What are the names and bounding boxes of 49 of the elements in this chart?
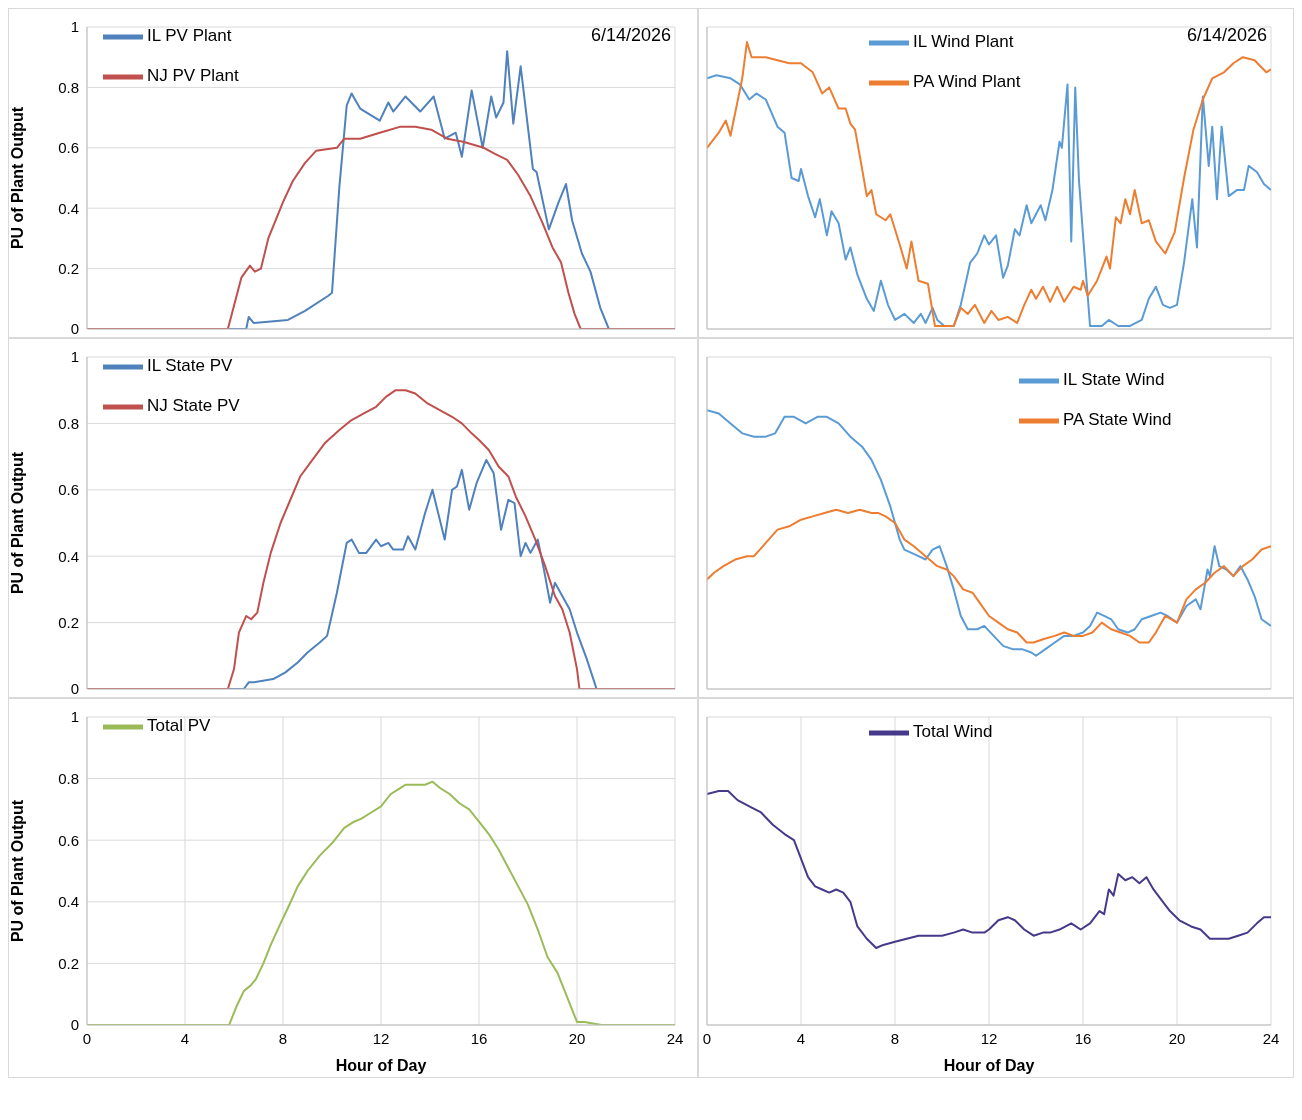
y-tick-label: 0.2: [58, 954, 79, 972]
x-tick-label: 8: [890, 1029, 900, 1047]
y-tick-label: 0.4: [58, 199, 79, 217]
legend-label: IL State Wind: [1063, 370, 1165, 390]
annotation: 6/14/2026: [590, 25, 671, 46]
x-axis-title: Hour of Day: [335, 1057, 427, 1074]
x-axis-title: Hour of Day: [943, 1057, 1035, 1074]
y-axis-title: PU of Plant Output: [8, 451, 26, 595]
y-tick-label: 1: [70, 18, 79, 36]
x-tick-label: 0: [82, 1029, 92, 1047]
legend-label: Total PV: [147, 716, 211, 736]
legend-label: Total Wind: [913, 722, 993, 742]
x-tick-label: 20: [568, 1029, 586, 1047]
legend-label: IL PV Plant: [147, 26, 232, 46]
x-tick-label: 0: [702, 1029, 712, 1047]
y-tick-label: 0.8: [58, 769, 79, 787]
y-tick-label: 0: [70, 320, 79, 338]
y-tick-label: 1: [70, 708, 79, 726]
y-tick-label: 0: [70, 1016, 79, 1034]
legend-label: PA State Wind: [1063, 410, 1172, 430]
x-tick-label: 12: [372, 1029, 390, 1047]
x-tick-label: 8: [278, 1029, 288, 1047]
legend-label: NJ PV Plant: [147, 66, 239, 86]
y-tick-label: 0.6: [58, 481, 79, 499]
x-tick-label: 24: [666, 1029, 684, 1047]
legend-label: IL State PV: [147, 356, 233, 376]
x-tick-label: 4: [796, 1029, 806, 1047]
legend-label: NJ State PV: [147, 396, 240, 416]
x-tick-label: 4: [180, 1029, 190, 1047]
legend-label: IL Wind Plant: [913, 32, 1014, 52]
y-tick-label: 0.6: [58, 831, 79, 849]
y-tick-label: 0.8: [58, 78, 79, 96]
y-tick-label: 0.8: [58, 414, 79, 432]
annotation: 6/14/2026: [1186, 25, 1267, 46]
y-axis-title: PU of Plant Output: [8, 106, 26, 250]
x-tick-label: 16: [470, 1029, 488, 1047]
y-tick-label: 0.2: [58, 259, 79, 277]
x-tick-label: 24: [1262, 1029, 1280, 1047]
y-tick-label: 0.6: [58, 139, 79, 157]
x-tick-label: 20: [1168, 1029, 1186, 1047]
y-tick-label: 1: [70, 348, 79, 366]
y-tick-label: 0.4: [58, 893, 79, 911]
y-tick-label: 0.2: [58, 613, 79, 631]
y-tick-label: 0.4: [58, 547, 79, 565]
x-tick-label: 12: [980, 1029, 998, 1047]
legend-label: PA Wind Plant: [913, 72, 1021, 92]
x-tick-label: 16: [1074, 1029, 1092, 1047]
y-tick-label: 0: [70, 680, 79, 698]
y-axis-title: PU of Plant Output: [8, 799, 26, 943]
